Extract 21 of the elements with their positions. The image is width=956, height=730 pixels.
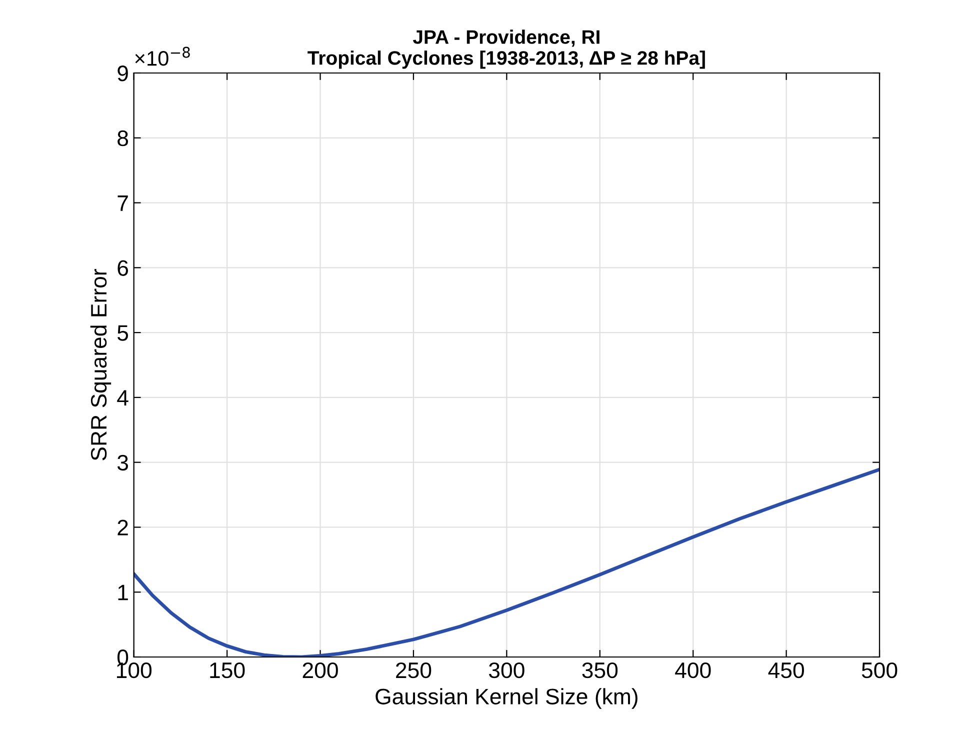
- x-tick-label: 350: [582, 662, 618, 678]
- x-tick-label: 300: [488, 662, 524, 678]
- y-tick-label: 9: [118, 66, 128, 82]
- y-tick-label: 6: [118, 260, 128, 276]
- y-tick-label: 3: [117, 454, 128, 471]
- y-tick-label: 5: [118, 325, 128, 341]
- y-tick-label: 7: [118, 196, 128, 211]
- text: ×10$^{−8}$: [135, 46, 190, 66]
- x-axis-title: Gaussian Kernel Size (km): [376, 688, 638, 709]
- chart-title: JPA - Providence, RI Tropical Cyclones [1938-2013, ΔP ≥ 28 hPa]: [308, 30, 705, 69]
- x-tick-label: 500: [862, 662, 898, 678]
- y-tick-label: 4: [117, 390, 128, 406]
- x-tick-label: 200: [302, 662, 338, 678]
- x-tick-label: 250: [396, 662, 432, 678]
- y-axis-title: SRR Squared Error: [90, 269, 112, 460]
- x-tick-label: 400: [675, 662, 711, 678]
- y-tick-label: 2: [118, 520, 128, 536]
- x-tick-label: 150: [210, 662, 245, 678]
- y-tick-label: 8: [118, 130, 128, 146]
- y-tick-label: 1: [118, 584, 128, 600]
- x-tick-label: 450: [768, 662, 804, 678]
